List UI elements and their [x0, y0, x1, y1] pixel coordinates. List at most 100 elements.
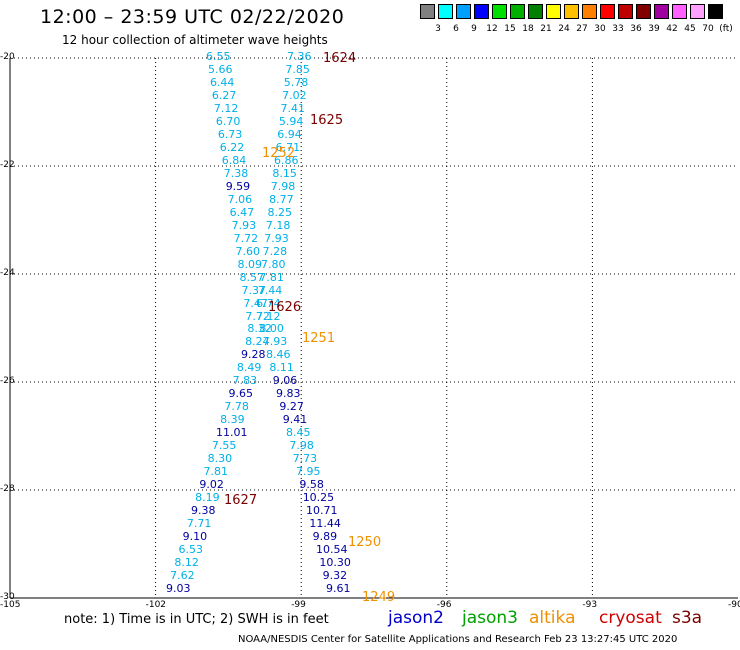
scale-label: 21 [540, 24, 552, 34]
wave-height-value: 10.25 [302, 491, 335, 505]
wave-height-value: 9.10 [182, 530, 208, 544]
map-title: 12:00 – 23:59 UTC 02/22/2020 [40, 6, 345, 28]
wave-height-value: 10.30 [319, 556, 351, 570]
wave-height-value: 8.09 [237, 257, 263, 271]
wave-height-value: 8.24 [245, 335, 270, 349]
scale-label: 18 [522, 24, 534, 34]
wave-height-value: 7.71 [186, 517, 212, 531]
wave-height-value: 9.58 [299, 478, 324, 492]
wave-height-value: 8.46 [266, 348, 291, 362]
scale-swatch [438, 4, 453, 19]
wave-height-value: 7.44 [257, 283, 283, 297]
wave-height-value: 7.93 [264, 231, 289, 245]
wave-height-value: 9.02 [199, 478, 224, 492]
wave-height-value: 7.93 [262, 335, 288, 349]
wave-height-value: 8.49 [236, 361, 262, 375]
wave-height-value: 9.28 [241, 348, 266, 362]
scale-swatch [492, 4, 507, 19]
scale-label: 15 [504, 24, 516, 34]
wave-height-value: 9.27 [279, 400, 304, 414]
satellite-legend-item: s3a [672, 608, 703, 628]
wave-height-value: 6.22 [219, 140, 245, 154]
scale-swatch [510, 4, 525, 19]
map-subtitle: 12 hour collection of altimeter wave hei… [62, 33, 328, 47]
wave-height-value: 9.38 [191, 504, 216, 518]
wave-height-value: 5.78 [283, 75, 309, 89]
scale-swatch [618, 4, 633, 19]
wave-height-value: 6.70 [215, 114, 241, 128]
wave-height-value: 8.57 [239, 270, 264, 284]
longitude-tick-label: -99 [291, 600, 306, 610]
satellite-legend-item: altika [529, 608, 576, 628]
wave-height-value: 8.30 [207, 452, 233, 466]
wave-height-value: 7.81 [259, 270, 284, 284]
scale-label: 24 [558, 24, 570, 34]
wave-height-value: 6.73 [217, 127, 243, 141]
wave-height-value: 11.44 [309, 517, 341, 531]
wave-height-value: 5.66 [207, 62, 233, 76]
wave-height-value: 8.19 [195, 491, 220, 505]
scale-label: 33 [612, 24, 624, 34]
wave-height-value: 7.12 [256, 309, 281, 323]
pass-id-label: 1252 [262, 146, 296, 161]
scale-swatch [582, 4, 597, 19]
wave-height-value: 7.85 [285, 62, 310, 76]
satellite-legend-item: cryosat [599, 608, 662, 628]
wave-height-value: 10.71 [306, 504, 338, 518]
wave-height-value: 8.00 [259, 322, 284, 336]
wave-height-value: 7.80 [260, 257, 286, 271]
wave-height-value: 5.94 [278, 114, 304, 128]
wave-height-value: 6.74 [256, 296, 281, 310]
latitude-tick-label: -26 [0, 376, 15, 386]
longitude-tick-label: -90 [728, 600, 740, 610]
longitude-tick-label: -105 [0, 600, 21, 610]
wave-height-value: 7.72 [245, 309, 270, 323]
scale-label: 36 [630, 24, 642, 34]
scale-label: 30 [594, 24, 606, 34]
scale-swatch [708, 4, 723, 19]
wave-height-value: 8.15 [272, 166, 297, 180]
wave-height-value: 6.71 [275, 140, 301, 154]
wave-height-value: 7.83 [232, 374, 258, 388]
wave-height-value: 7.12 [213, 101, 239, 115]
scale-label: 12 [486, 24, 498, 34]
scale-unit: (ft) [719, 24, 733, 34]
wave-height-value: 8.12 [174, 556, 199, 570]
wave-height-value: 9.59 [225, 179, 251, 193]
wave-height-value: 9.03 [166, 582, 191, 595]
pass-id-label: 1249 [362, 590, 396, 605]
scale-swatch [420, 4, 435, 19]
scale-swatch [546, 4, 561, 19]
wave-height-value: 6.27 [211, 88, 237, 102]
longitude-tick-label: -96 [436, 600, 452, 610]
wave-height-value: 6.53 [178, 543, 204, 557]
scale-label: 42 [666, 24, 678, 34]
wave-height-value: 7.78 [224, 400, 249, 414]
wave-height-value: 7.38 [223, 166, 249, 180]
wave-height-value: 8.32 [247, 322, 272, 336]
latitude-tick-label: -30 [0, 592, 15, 602]
wave-height-value: 7.18 [265, 218, 291, 232]
pass-id-label: 1250 [348, 535, 382, 550]
wave-height-value: 7.60 [235, 244, 261, 258]
scale-label: 39 [648, 24, 660, 34]
wave-height-value: 7.28 [262, 244, 288, 258]
wave-height-value: 7.47 [243, 296, 268, 310]
wave-height-value: 9.89 [312, 530, 338, 544]
scale-label: 27 [576, 24, 588, 34]
wave-height-value: 7.62 [170, 569, 195, 583]
pass-id-label: 1626 [268, 300, 302, 315]
longitude-tick-label: -93 [582, 600, 598, 610]
scale-swatch [474, 4, 489, 19]
scale-label: 3 [435, 24, 441, 34]
wave-height-value: 6.84 [221, 153, 247, 167]
wave-height-value: 6.55 [206, 50, 231, 63]
wave-height-value: 8.11 [269, 361, 294, 375]
wave-height-value: 9.61 [326, 582, 351, 595]
wave-height-value: 7.81 [203, 465, 229, 479]
credit-text: NOAA/NESDIS Center for Satellite Applica… [238, 634, 678, 645]
wave-height-value: 6.47 [229, 205, 255, 219]
wave-height-value: 7.02 [282, 88, 307, 102]
pass-id-label: 1627 [224, 493, 258, 508]
